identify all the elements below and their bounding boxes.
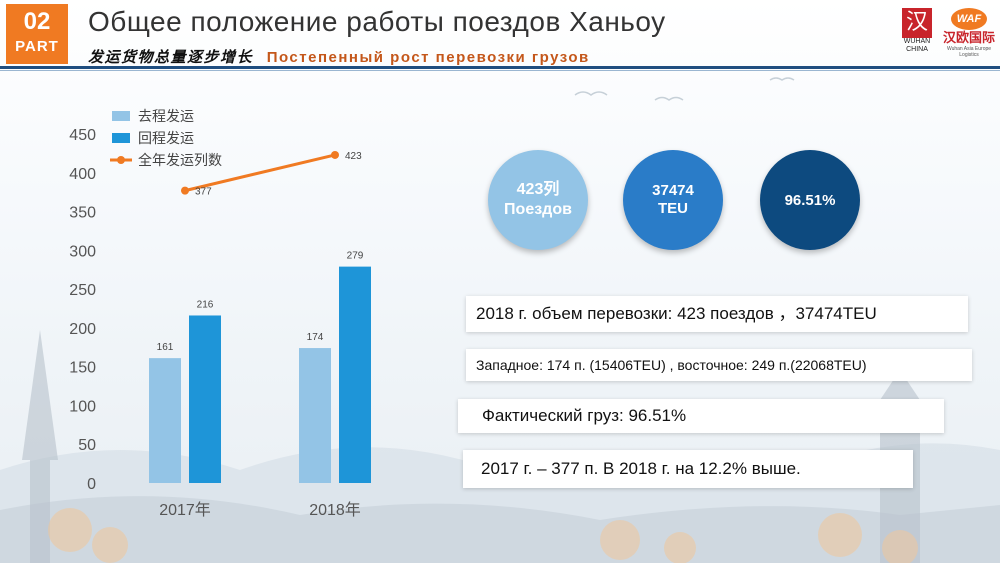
teu-value: 37474 (652, 182, 694, 199)
bar-value-label: 216 (197, 299, 214, 310)
y-tick-label: 250 (69, 282, 96, 299)
waf-logo: WAF 汉欧国际 Wuhan Asia Europe Logistics (940, 8, 998, 64)
bar (339, 266, 371, 483)
trains-count-unit: Поездов (504, 201, 572, 218)
y-tick-label: 450 (69, 127, 96, 144)
line-value-label: 377 (195, 187, 212, 198)
legend-label: 回程发运 (138, 130, 194, 146)
page-subtitle: 发运货物总量逐步增长 Постепенный рост перевозки гр… (88, 46, 590, 67)
bar-value-label: 161 (157, 342, 174, 353)
page-title: Общее положение работы поездов Ханьоу (88, 6, 666, 37)
waf-logo-en: Wuhan Asia Europe Logistics (946, 46, 992, 58)
header-divider-thin (0, 70, 1000, 71)
line-series (184, 153, 336, 193)
header-divider (0, 66, 1000, 69)
info-growth: 2017 г. – 377 п. В 2018 г. на 12.2% выше… (463, 450, 913, 488)
line-value-label: 423 (345, 151, 362, 162)
y-tick-label: 150 (69, 360, 96, 377)
load-rate-bubble: 96.51% (760, 150, 860, 250)
teu-unit: TEU (658, 200, 688, 217)
bar-value-label: 174 (307, 332, 324, 343)
trains-count-value: 423列 (516, 181, 560, 198)
x-category-label: 2017年 (159, 501, 211, 519)
info-volume-2018: 2018 г. объем перевозки: 423 поездов ，37… (466, 296, 968, 332)
y-tick-label: 400 (69, 166, 96, 183)
info-west-east-split: Западное: 174 п. (15406TEU) , восточное:… (466, 349, 972, 381)
legend-label: 去程发运 (138, 108, 194, 124)
wuhan-logo-text: WUHAN CHINA (903, 38, 931, 53)
line-point (331, 150, 339, 159)
teu-bubble: 37474 TEU (623, 150, 723, 250)
waf-logo-cn: 汉欧国际 (942, 30, 995, 45)
bar (149, 358, 181, 483)
trains-count-bubble: 423列 Поездов (488, 150, 588, 250)
legend-swatch (112, 133, 130, 143)
legend-swatch (112, 111, 130, 121)
subtitle-chinese: 发运货物总量逐步增长 (88, 49, 254, 66)
x-category-label: 2018年 (309, 501, 361, 519)
load-rate-value: 96.51% (784, 191, 836, 209)
legend-marker (117, 156, 125, 164)
bar (189, 315, 221, 483)
legend-label: 全年发运列数 (138, 152, 222, 168)
bar (299, 348, 331, 483)
part-word: PART (15, 38, 59, 55)
part-number: 02 (23, 8, 51, 35)
bar-value-label: 279 (347, 251, 364, 262)
waf-mark-icon: WAF (951, 8, 987, 30)
wuhan-logo: 汉 WUHAN CHINA (897, 8, 937, 62)
y-tick-label: 0 (87, 476, 96, 493)
y-tick-label: 100 (69, 398, 96, 415)
wuhan-seal-icon: 汉 (902, 8, 932, 38)
y-tick-label: 350 (69, 205, 96, 222)
part-badge: 02 PART (6, 4, 68, 64)
y-tick-label: 300 (69, 243, 96, 260)
freight-chart: 0 50 100 150 200 250 300 350 400 450 161 216 2017年 17… (69, 108, 371, 519)
y-tick-label: 50 (78, 437, 96, 454)
y-tick-label: 200 (69, 321, 96, 338)
subtitle-russian: Постепенный рост перевозки грузов (266, 49, 590, 66)
info-actual-cargo: Фактический груз: 96.51% (458, 399, 944, 433)
line-point (181, 186, 189, 195)
